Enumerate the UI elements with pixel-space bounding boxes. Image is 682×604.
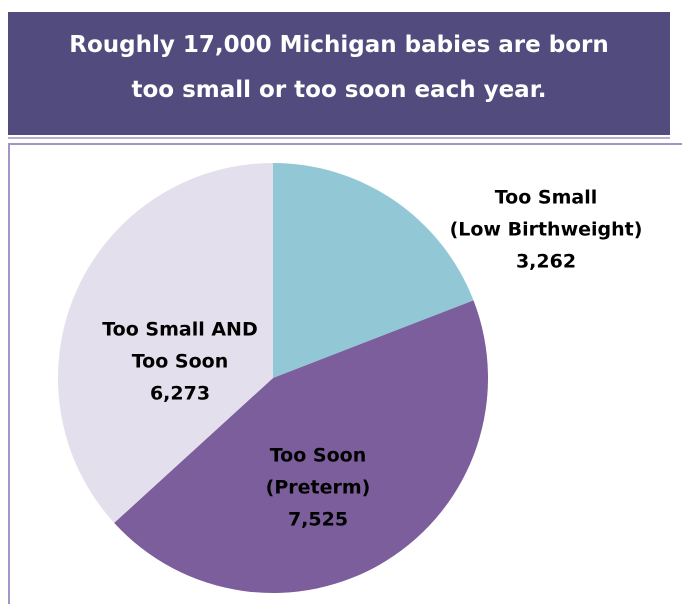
slice-label: (Preterm) <box>266 477 371 499</box>
slice-label: Too Soon <box>132 351 228 373</box>
slice-label: Too Small <box>495 187 598 209</box>
value-label: 7,525 <box>288 509 348 531</box>
pie-slice <box>114 300 489 594</box>
pie-slice <box>273 163 474 378</box>
value-label: 3,262 <box>516 251 576 273</box>
chart-title: Roughly 17,000 Michigan babies are born … <box>8 12 670 135</box>
slice-label: Too Small AND <box>102 319 257 341</box>
slice-label: Too Soon <box>270 445 366 467</box>
pie-slice <box>57 163 273 523</box>
slice-label: (Low Birthweight) <box>450 219 643 241</box>
value-label: 6,273 <box>150 383 210 405</box>
